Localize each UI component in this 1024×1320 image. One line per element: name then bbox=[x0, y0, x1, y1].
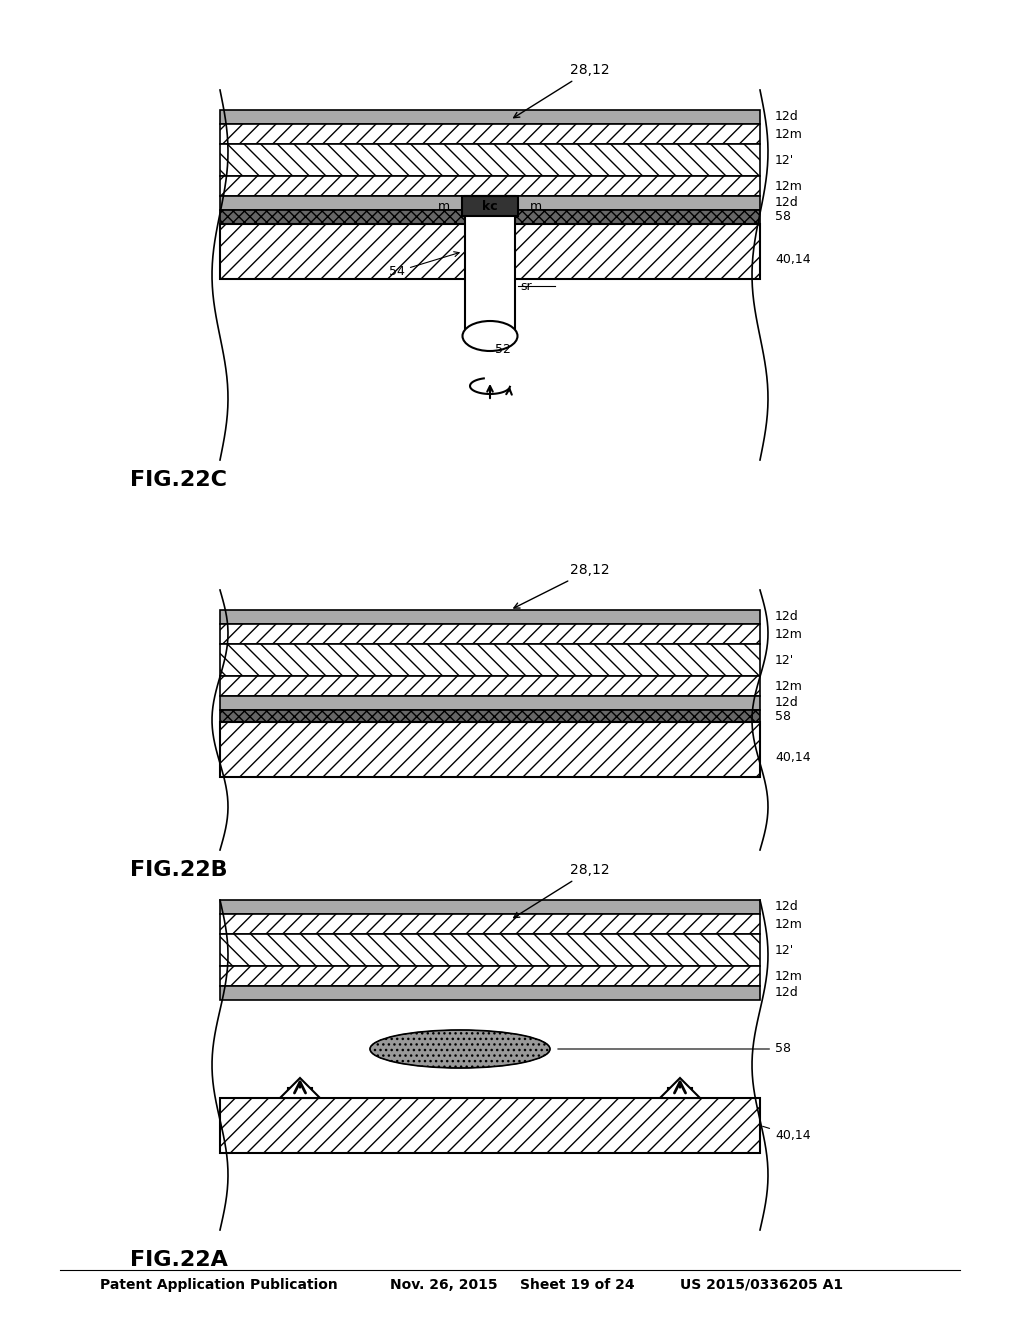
Bar bbox=[220, 710, 760, 722]
Text: 40,14: 40,14 bbox=[775, 253, 811, 267]
Text: FIG.22C: FIG.22C bbox=[130, 470, 227, 490]
Text: Sheet 19 of 24: Sheet 19 of 24 bbox=[520, 1278, 635, 1292]
Text: 28,12: 28,12 bbox=[514, 863, 609, 917]
Text: 12m: 12m bbox=[775, 680, 803, 693]
Text: 52: 52 bbox=[495, 343, 511, 356]
Text: 12d: 12d bbox=[775, 197, 799, 210]
Ellipse shape bbox=[370, 1030, 550, 1068]
Text: FIG.22B: FIG.22B bbox=[130, 861, 227, 880]
Bar bbox=[220, 224, 760, 279]
Polygon shape bbox=[280, 1078, 319, 1098]
Text: 12': 12' bbox=[775, 153, 795, 166]
Bar bbox=[220, 210, 760, 224]
Bar bbox=[220, 195, 760, 210]
Text: 58: 58 bbox=[775, 710, 791, 722]
Text: 12': 12' bbox=[775, 944, 795, 957]
Text: 12d: 12d bbox=[775, 610, 799, 623]
Text: US 2015/0336205 A1: US 2015/0336205 A1 bbox=[680, 1278, 843, 1292]
Bar bbox=[668, 1088, 692, 1096]
Text: 12m: 12m bbox=[775, 969, 803, 982]
Bar bbox=[220, 144, 760, 176]
Bar bbox=[220, 176, 760, 195]
Text: 40,14: 40,14 bbox=[775, 751, 811, 764]
Bar bbox=[220, 676, 760, 696]
Text: 58: 58 bbox=[558, 1043, 791, 1056]
Text: kc: kc bbox=[482, 199, 498, 213]
Text: 28,12: 28,12 bbox=[514, 564, 609, 609]
Bar bbox=[220, 986, 760, 1001]
Bar bbox=[220, 210, 760, 224]
Bar bbox=[220, 624, 760, 644]
Bar bbox=[220, 124, 760, 144]
Bar bbox=[220, 935, 760, 966]
Text: 12m: 12m bbox=[775, 627, 803, 640]
Polygon shape bbox=[660, 1078, 700, 1098]
Text: 12d: 12d bbox=[775, 111, 799, 124]
Ellipse shape bbox=[463, 321, 517, 351]
Text: 28,12: 28,12 bbox=[514, 63, 609, 117]
Bar bbox=[220, 610, 760, 624]
Text: m: m bbox=[530, 199, 542, 213]
Bar bbox=[465, 195, 515, 337]
Text: 12d: 12d bbox=[775, 697, 799, 710]
Text: Nov. 26, 2015: Nov. 26, 2015 bbox=[390, 1278, 498, 1292]
Bar bbox=[220, 913, 760, 935]
Text: 12d: 12d bbox=[775, 986, 799, 999]
Text: sr: sr bbox=[520, 280, 531, 293]
Text: Patent Application Publication: Patent Application Publication bbox=[100, 1278, 338, 1292]
Text: 12d: 12d bbox=[775, 900, 799, 913]
Bar bbox=[220, 110, 760, 124]
Text: 58: 58 bbox=[775, 210, 791, 223]
Bar bbox=[220, 966, 760, 986]
Bar bbox=[462, 195, 518, 216]
Text: m: m bbox=[438, 199, 450, 213]
Text: 40,14: 40,14 bbox=[763, 1126, 811, 1142]
Text: 54: 54 bbox=[389, 252, 459, 279]
Bar bbox=[220, 1098, 760, 1152]
Text: 12m: 12m bbox=[775, 128, 803, 140]
Text: 12m: 12m bbox=[775, 180, 803, 193]
Text: 12m: 12m bbox=[775, 917, 803, 931]
Bar bbox=[220, 696, 760, 710]
Text: FIG.22A: FIG.22A bbox=[130, 1250, 228, 1270]
Bar bbox=[220, 722, 760, 777]
Bar bbox=[288, 1088, 312, 1096]
Bar bbox=[220, 710, 760, 722]
Bar bbox=[220, 900, 760, 913]
Text: 12': 12' bbox=[775, 653, 795, 667]
Bar bbox=[220, 644, 760, 676]
